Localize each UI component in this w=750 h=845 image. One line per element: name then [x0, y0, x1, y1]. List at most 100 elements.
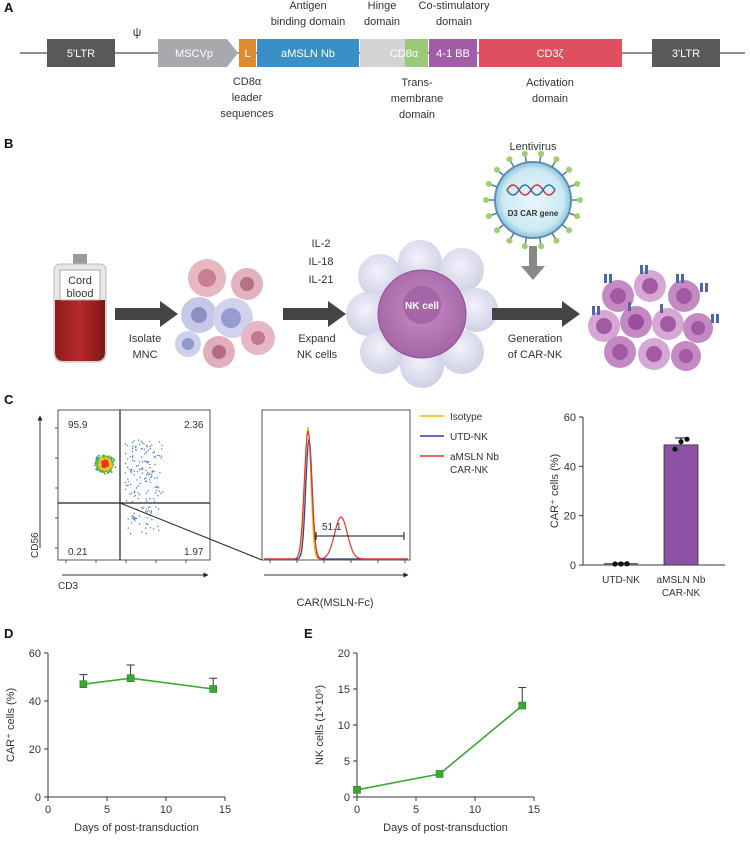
- flow-event-cd3: [127, 458, 129, 460]
- flow-event-cd3: [157, 486, 159, 488]
- flow-event-cd3: [145, 492, 148, 494]
- flow-event-cd3: [132, 455, 134, 457]
- segment-leader-label: L: [244, 48, 250, 60]
- flow-dot-plot: [55, 409, 211, 563]
- flow-event: [96, 460, 99, 463]
- flow-event-lr: [132, 518, 135, 520]
- gate-connector-line: [119, 502, 263, 561]
- x-tick-label: 15: [219, 804, 231, 816]
- flow-event-cd3: [140, 440, 142, 443]
- segment-5ltr: [47, 39, 115, 67]
- mnc-cluster-icon: [175, 259, 275, 368]
- flow-event-cd3: [149, 467, 151, 469]
- virus-spike-head: [493, 166, 500, 173]
- flow-event-lr: [143, 506, 145, 508]
- flow-event: [94, 464, 96, 467]
- data-point: [353, 785, 361, 794]
- flow-event-cd3: [127, 480, 130, 483]
- flow-event: [101, 463, 104, 466]
- segment-41bb-label: 4-1 BB: [436, 48, 470, 60]
- flow-event-cd3: [160, 492, 162, 495]
- flow-event-lr: [131, 522, 133, 524]
- flow-event: [98, 458, 100, 461]
- flow-event-cd3: [129, 493, 131, 495]
- isolate-label-2: MNC: [132, 349, 157, 361]
- flow-event-cd3: [134, 446, 137, 448]
- x-tick-label: 0: [45, 804, 51, 816]
- x-tick-label: 10: [160, 804, 172, 816]
- flow-event: [107, 465, 109, 468]
- expand-label-1: Expand: [298, 333, 335, 345]
- category-label-1: aMSLN Nb: [657, 575, 706, 586]
- flow-event-cd3: [135, 448, 137, 451]
- flow-event: [99, 462, 102, 465]
- flow-event-cd3: [124, 443, 126, 445]
- flow-event-cd3: [131, 456, 134, 459]
- flow-event-cd3: [161, 444, 163, 446]
- flow-event-lr: [155, 506, 157, 508]
- flow-event-cd3: [137, 464, 139, 467]
- flow-event-cd3: [141, 468, 143, 471]
- y-tick-label: 40: [564, 461, 576, 473]
- flow-event-lr: [141, 531, 143, 533]
- flow-event-cd3: [131, 441, 134, 444]
- y-tick-label: 0: [344, 792, 350, 804]
- cord-blood-bag-icon: [53, 254, 107, 363]
- flow-event: [107, 468, 110, 471]
- flow-event-cd3: [130, 469, 133, 471]
- cd3-label: CD3: [58, 581, 78, 592]
- flow-event-cd3: [131, 447, 134, 450]
- segment-nb-label: aMSLN Nb: [281, 48, 335, 60]
- flow-event-cd3: [133, 440, 135, 442]
- psi-label: ψ: [133, 25, 142, 39]
- flow-event-cd3: [143, 443, 145, 445]
- flow-event-cd3: [133, 470, 135, 473]
- flow-event-cd3: [155, 486, 158, 488]
- virus-spike-head: [538, 243, 545, 250]
- flow-event-lr: [138, 515, 141, 517]
- flow-event-cd3: [145, 469, 147, 472]
- x-axis-label: Days of post-transduction: [74, 822, 199, 834]
- segment-3ltr: [652, 39, 720, 67]
- car-histogram: [261, 409, 411, 563]
- flow-event: [95, 460, 98, 463]
- generation-label-2: of CAR-NK: [508, 349, 563, 361]
- flow-event-cd3: [153, 500, 156, 502]
- flow-event-cd3: [133, 474, 135, 476]
- flow-event-lr: [134, 517, 137, 520]
- flow-event: [98, 466, 101, 469]
- flow-event-lr: [145, 508, 148, 511]
- y-tick-label: 40: [29, 696, 41, 708]
- flow-event-cd3: [145, 473, 148, 476]
- flow-event-cd3: [127, 478, 129, 480]
- flow-event-cd3: [144, 480, 147, 483]
- flow-event: [110, 457, 113, 460]
- virus-spike-head: [553, 237, 560, 244]
- vector-construct: 5'LTR ψ MSCVp L aMSLN Nb CD8α 4-1 BB CD3…: [20, 0, 745, 121]
- flow-event-lr: [150, 511, 153, 513]
- flow-event-cd3: [144, 478, 146, 480]
- flow-event-lr: [149, 527, 152, 529]
- flow-event-cd3: [138, 461, 141, 463]
- flow-event-cd3: [161, 448, 163, 450]
- flow-event-lr: [140, 507, 142, 509]
- cord-label-2: blood: [67, 288, 94, 300]
- flow-event-cd3: [156, 477, 158, 479]
- x-tick-label: 10: [469, 804, 481, 816]
- flow-event: [98, 454, 100, 457]
- flow-event-cd3: [137, 485, 139, 487]
- flow-event: [104, 465, 107, 468]
- virus-spike-head: [506, 237, 513, 244]
- flow-event: [109, 470, 111, 473]
- flow-event-cd3: [153, 477, 156, 479]
- category-label-0: UTD-NK: [602, 575, 640, 586]
- flow-event: [94, 462, 97, 465]
- quadrant-ll: 0.21: [68, 547, 88, 558]
- flow-event-cd3: [133, 495, 135, 498]
- flow-event-lr: [150, 510, 153, 512]
- flow-event-lr: [145, 532, 147, 535]
- y-tick-label: 20: [564, 511, 576, 523]
- flow-event-lr: [129, 533, 132, 535]
- segment-tm: [405, 39, 428, 67]
- flow-event-cd3: [149, 440, 151, 443]
